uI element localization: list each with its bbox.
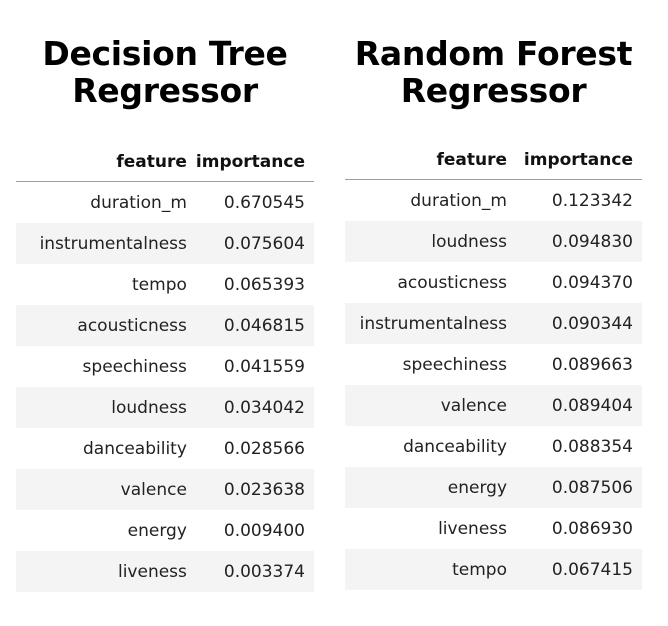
table-row: liveness 0.003374: [16, 551, 314, 592]
table-row: liveness 0.086930: [345, 508, 642, 549]
feature-cell: danceability: [403, 436, 507, 457]
feature-cell: liveness: [438, 518, 507, 539]
feature-importance-table: feature importance duration_m 0.670545 ins…: [16, 143, 314, 592]
importance-cell: 0.094370: [551, 272, 633, 293]
table-body: duration_m 0.123342 loudness 0.094830 acoust…: [345, 180, 642, 590]
table-row: danceability 0.028566: [16, 428, 314, 469]
feature-cell: tempo: [345, 549, 516, 590]
importance-cell: 0.086930: [551, 518, 633, 539]
random-forest-panel: Random Forest Regressor feature importan…: [345, 0, 642, 590]
table-row: instrumentalness 0.090344: [345, 303, 642, 344]
importance-cell: 0.090344: [516, 303, 642, 344]
feature-cell: instrumentalness: [345, 303, 516, 344]
table-row: acousticness 0.094370: [345, 262, 642, 303]
table-row: valence 0.089404: [345, 385, 642, 426]
table-body: duration_m 0.670545 instrumentalness 0.0756…: [16, 182, 314, 592]
table-row: tempo 0.065393: [16, 264, 314, 305]
importance-cell: 0.670545: [223, 192, 305, 213]
importance-cell: 0.041559: [223, 356, 305, 377]
table-row: duration_m 0.123342: [345, 180, 642, 222]
feature-cell: acousticness: [397, 272, 507, 293]
table-row: speechiness 0.041559: [16, 346, 314, 387]
table-row: energy 0.087506: [345, 467, 642, 508]
feature-cell: instrumentalness: [16, 223, 196, 264]
table-row: loudness 0.034042: [16, 387, 314, 428]
column-header-feature: feature: [16, 143, 196, 182]
header-row: feature importance: [16, 143, 314, 182]
table-row: duration_m 0.670545: [16, 182, 314, 224]
feature-cell: danceability: [83, 438, 187, 459]
feature-cell: valence: [16, 469, 196, 510]
importance-cell: 0.075604: [195, 223, 314, 264]
feature-cell: duration_m: [90, 192, 187, 213]
feature-cell: energy: [127, 520, 187, 541]
importance-cell: 0.034042: [195, 387, 314, 428]
feature-cell: duration_m: [410, 190, 507, 211]
column-header-feature: feature: [345, 141, 516, 180]
table-row: danceability 0.088354: [345, 426, 642, 467]
importance-cell: 0.088354: [551, 436, 633, 457]
decision-tree-panel: Decision Tree Regressor feature importan…: [16, 0, 314, 592]
importance-cell: 0.089404: [516, 385, 642, 426]
feature-cell: loudness: [345, 221, 516, 262]
table-row: tempo 0.067415: [345, 549, 642, 590]
panel-title: Decision Tree Regressor: [16, 35, 314, 109]
importance-cell: 0.094830: [516, 221, 642, 262]
importance-cell: 0.023638: [195, 469, 314, 510]
header-row: feature importance: [345, 141, 642, 180]
table-row: instrumentalness 0.075604: [16, 223, 314, 264]
feature-cell: speechiness: [82, 356, 187, 377]
feature-cell: speechiness: [402, 354, 507, 375]
table-row: valence 0.023638: [16, 469, 314, 510]
feature-cell: valence: [345, 385, 516, 426]
importance-cell: 0.028566: [223, 438, 305, 459]
importance-cell: 0.046815: [195, 305, 314, 346]
feature-cell: acousticness: [16, 305, 196, 346]
importance-cell: 0.123342: [551, 190, 633, 211]
panel-title: Random Forest Regressor: [345, 35, 642, 109]
importance-cell: 0.089663: [551, 354, 633, 375]
importance-cell: 0.009400: [223, 520, 305, 541]
column-header-importance: importance: [516, 141, 642, 180]
table-row: loudness 0.094830: [345, 221, 642, 262]
table-row: energy 0.009400: [16, 510, 314, 551]
title-line-1: Random Forest: [354, 34, 633, 73]
feature-cell: tempo: [132, 274, 187, 295]
feature-cell: loudness: [16, 387, 196, 428]
title-line-2: Regressor: [400, 71, 587, 110]
table-row: acousticness 0.046815: [16, 305, 314, 346]
table-row: speechiness 0.089663: [345, 344, 642, 385]
importance-cell: 0.087506: [516, 467, 642, 508]
feature-cell: liveness: [16, 551, 196, 592]
title-line-2: Regressor: [72, 71, 258, 110]
title-line-1: Decision Tree: [42, 34, 288, 73]
importance-cell: 0.065393: [223, 274, 305, 295]
feature-importance-table: feature importance duration_m 0.123342 lou…: [345, 141, 642, 590]
importance-cell: 0.067415: [516, 549, 642, 590]
feature-cell: energy: [345, 467, 516, 508]
importance-cell: 0.003374: [195, 551, 314, 592]
column-header-importance: importance: [195, 143, 314, 182]
